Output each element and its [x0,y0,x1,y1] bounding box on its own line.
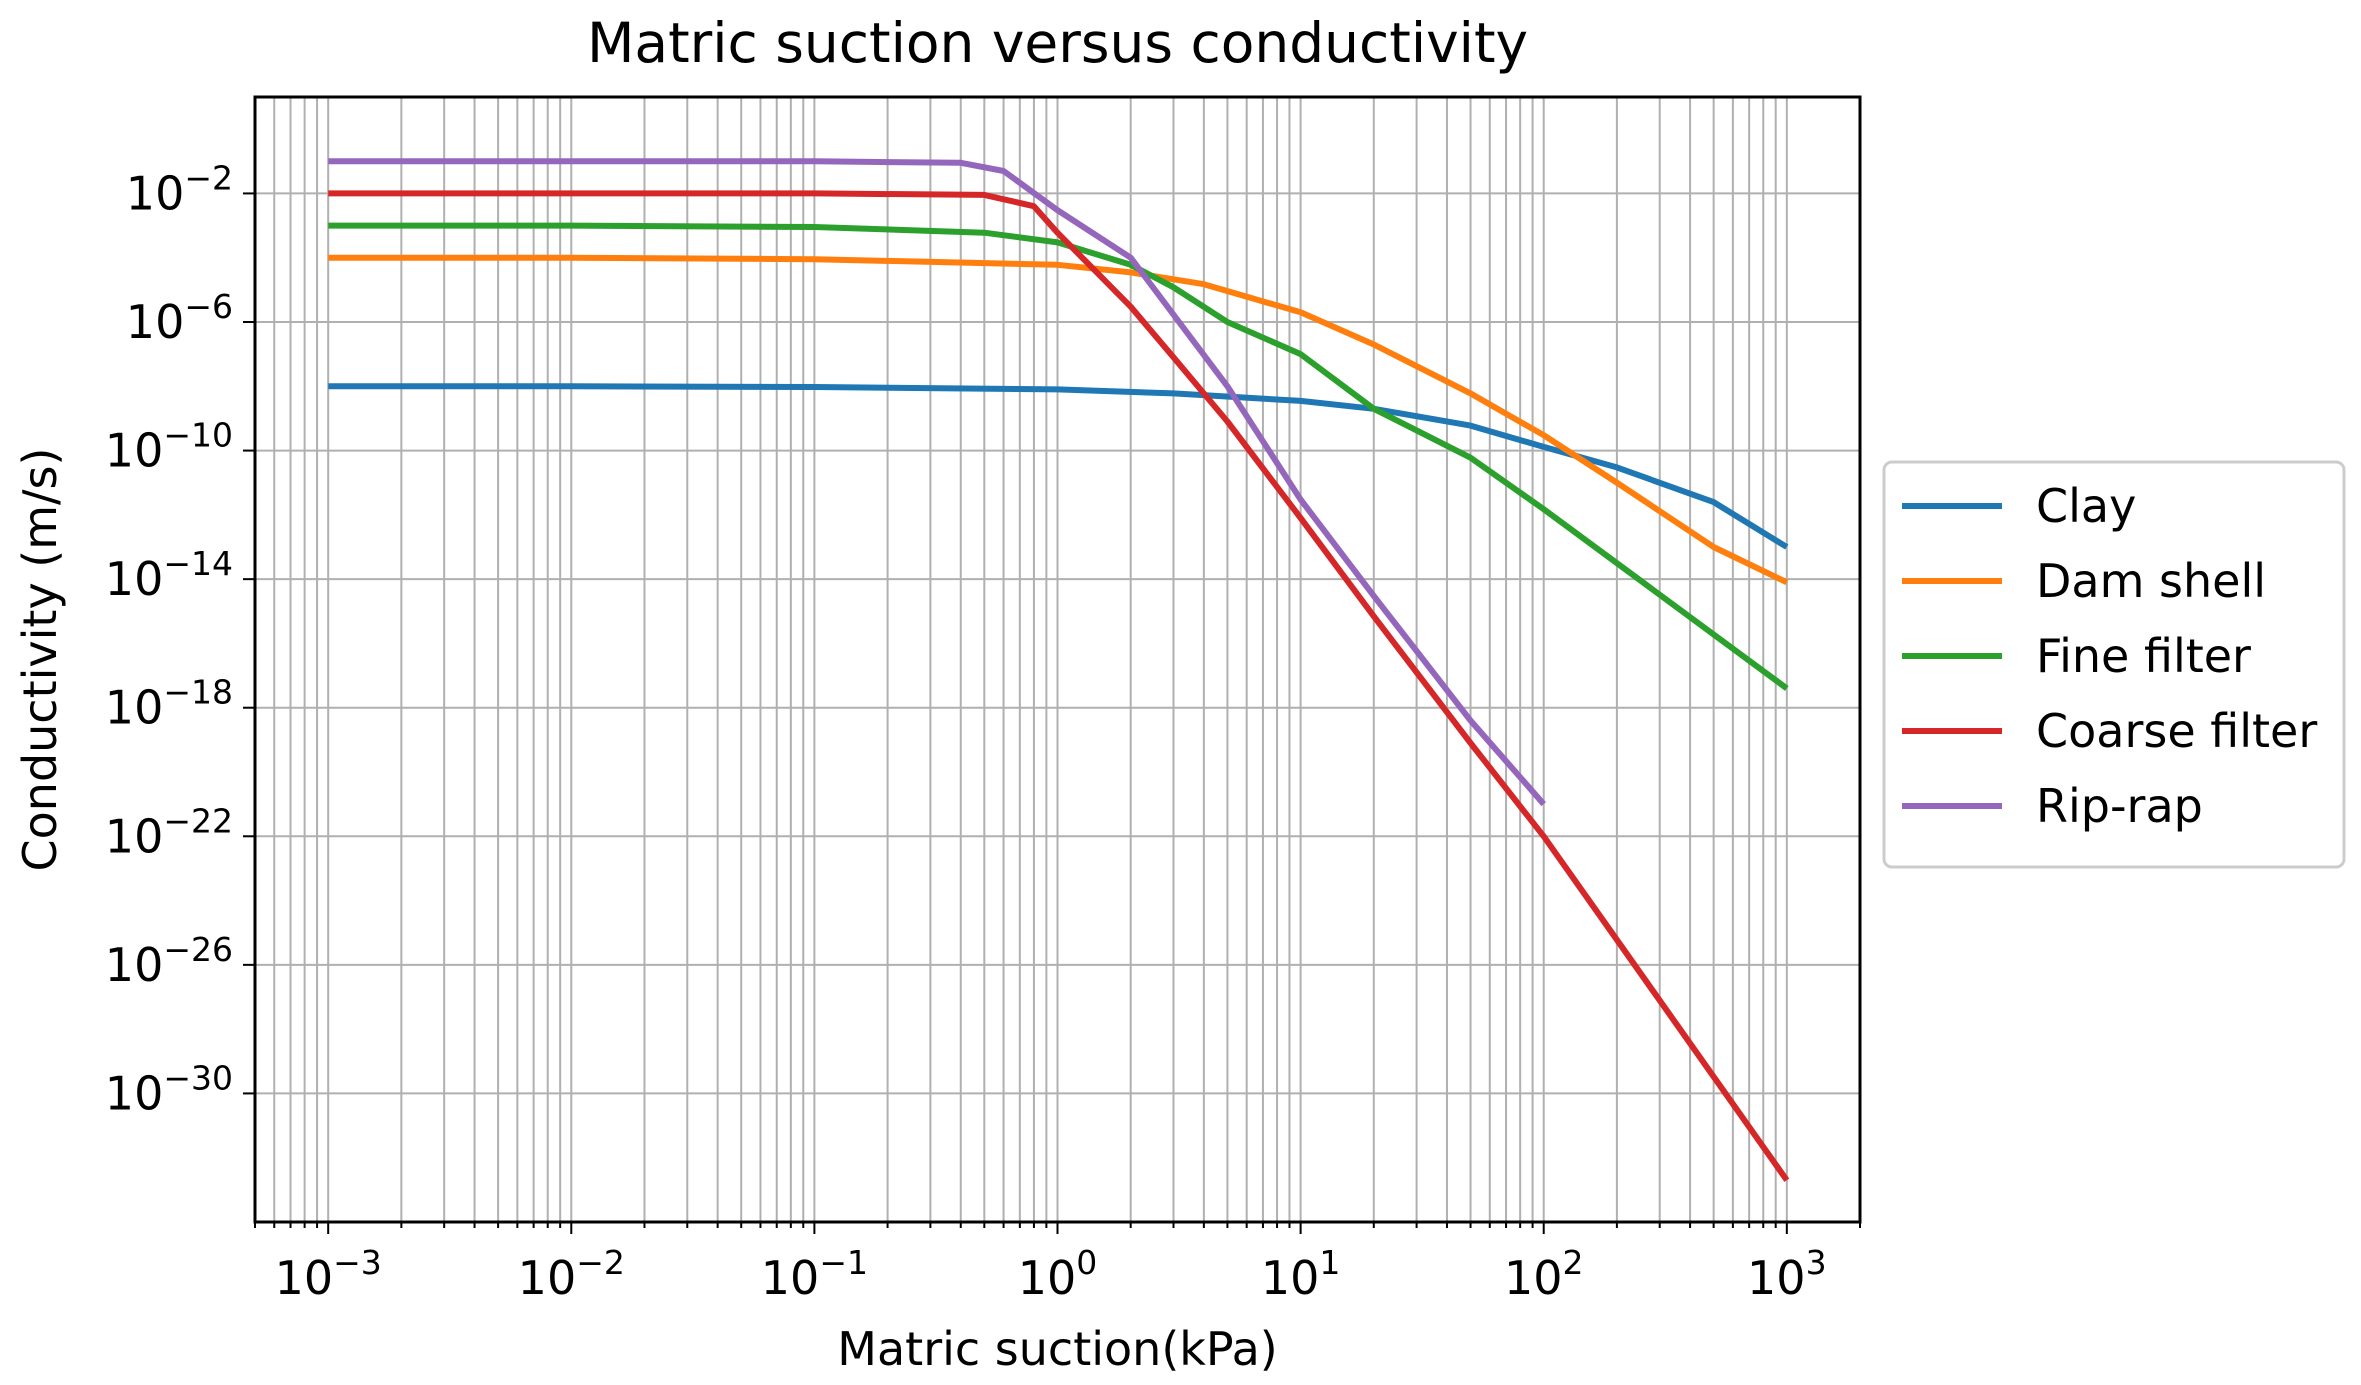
legend-items: Clay Dam shell Fine filter Coarse filter Rip… [1902,479,2317,833]
y-tick-label: 10−10 [105,416,233,478]
x-tick-label: 103 [1747,1243,1827,1305]
legend-box [1882,460,2346,869]
y-tick-label: 10−14 [105,544,233,606]
y-tick-label: 10−6 [126,287,233,349]
x-tick-label: 102 [1504,1243,1584,1305]
legend: Clay Dam shell Fine filter Coarse filter Rip… [1882,460,2346,869]
legend-label-fine-filter: Fine filter [2036,629,2251,683]
tick-labels: 10−3 10−2 10−1 100 101 102 103 10−2 10−6 10−10 10−… [105,158,1827,1305]
legend-label-rip-rap: Rip-rap [2036,779,2203,833]
series-lines [328,158,1790,1182]
x-axis-label: Matric suction(kPa) [837,1322,1277,1376]
y-tick-label: 10−18 [105,673,233,735]
legend-label-dam-shell: Dam shell [2036,554,2266,608]
y-tick-label: 10−22 [105,801,233,863]
y-tick-label: 10−26 [105,930,233,992]
x-tick-label: 10−3 [275,1243,382,1305]
series-line-coarse-filter [328,190,1790,1182]
x-tick-label: 100 [1018,1243,1098,1305]
legend-label-clay: Clay [2036,479,2136,533]
y-axis-label: Conductivity (m/s) [13,448,67,872]
axis-ticks [243,192,1861,1234]
series-line-dam-shell [328,254,1789,586]
series-line-fine-filter [328,222,1789,691]
x-tick-label: 101 [1261,1243,1341,1305]
x-tick-label: 10−1 [761,1243,868,1305]
chart-title: Matric suction versus conductivity [587,11,1528,75]
series-line-rip-rap [328,158,1546,807]
y-tick-label: 10−30 [105,1058,233,1120]
legend-label-coarse-filter: Coarse filter [2036,704,2317,758]
series-line-clay [328,383,1789,550]
x-tick-label: 10−2 [518,1243,625,1305]
y-tick-label: 10−2 [126,158,233,220]
